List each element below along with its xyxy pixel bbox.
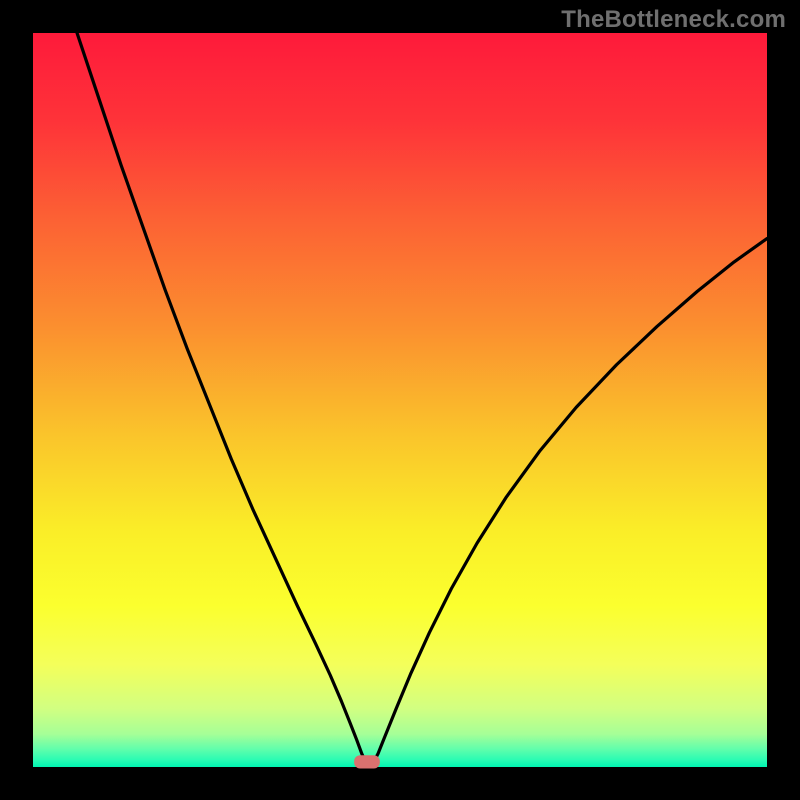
minimum-marker bbox=[354, 755, 380, 768]
chart-canvas: TheBottleneck.com bbox=[0, 0, 800, 800]
watermark-text: TheBottleneck.com bbox=[561, 6, 786, 34]
plot-background bbox=[33, 33, 767, 767]
bottleneck-chart bbox=[0, 0, 800, 800]
